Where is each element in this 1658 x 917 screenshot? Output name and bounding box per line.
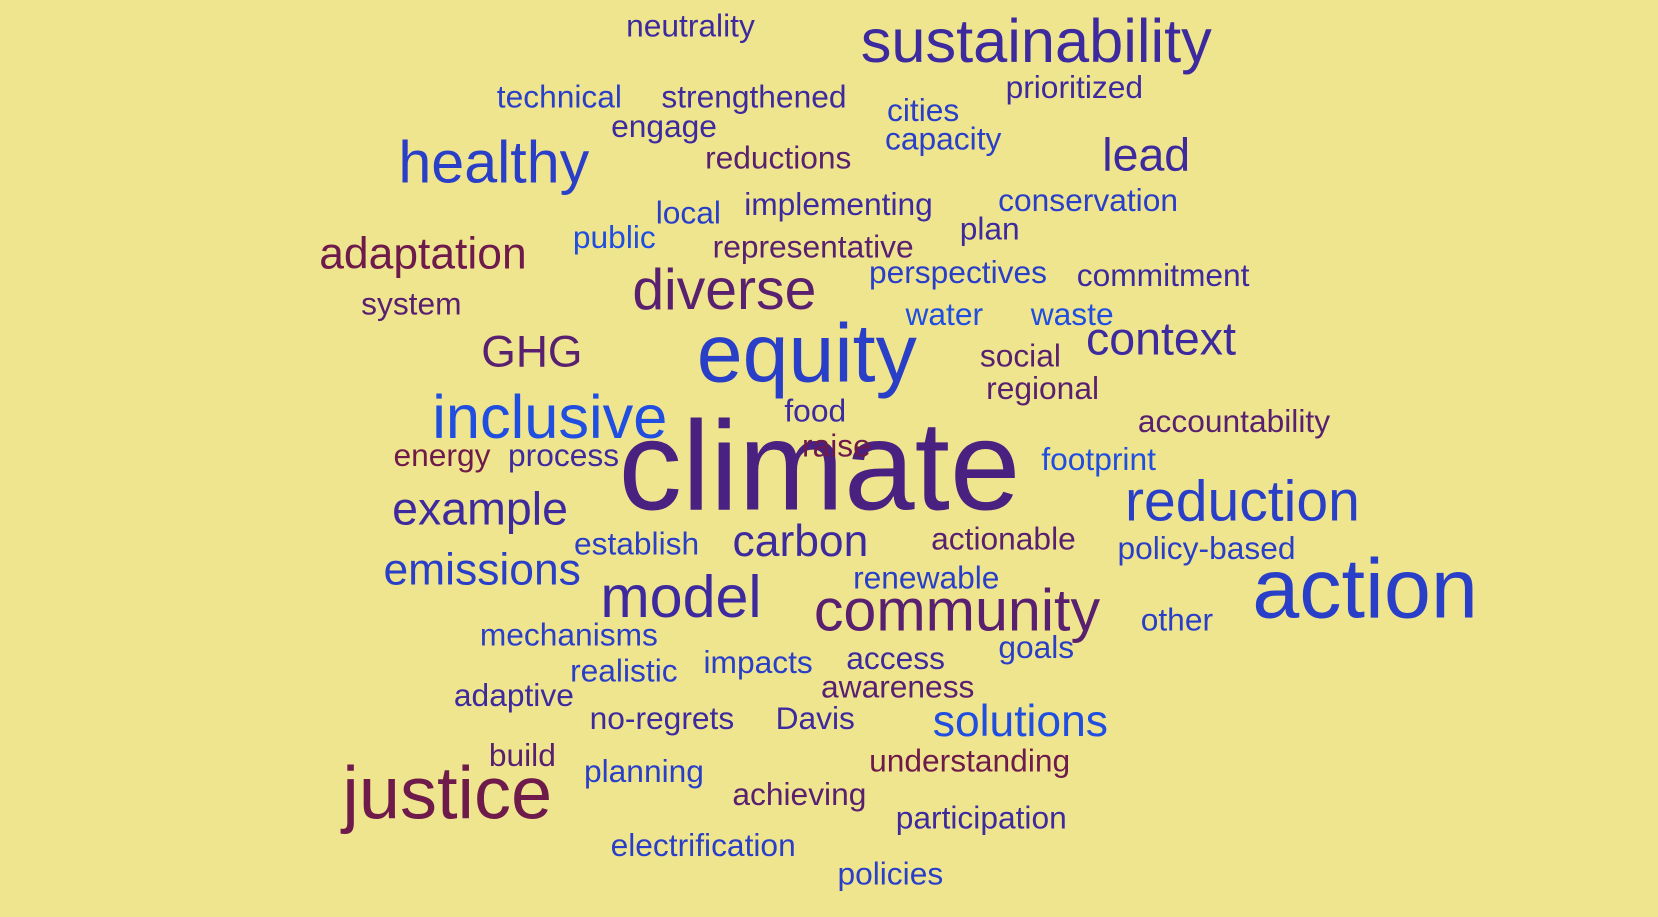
word: regional bbox=[986, 370, 1099, 406]
word: justice bbox=[340, 752, 552, 835]
word: raise bbox=[802, 427, 871, 463]
word: emissions bbox=[383, 546, 580, 595]
word: engage bbox=[611, 108, 717, 144]
word: renewable bbox=[853, 559, 999, 595]
word: strengthened bbox=[661, 78, 846, 114]
word: context bbox=[1086, 312, 1236, 364]
word: achieving bbox=[732, 776, 866, 812]
word: example bbox=[392, 483, 568, 535]
word: water bbox=[904, 296, 983, 332]
word: actionable bbox=[931, 520, 1076, 556]
word: conservation bbox=[998, 182, 1178, 218]
word: commitment bbox=[1077, 257, 1250, 293]
word: no-regrets bbox=[590, 700, 735, 736]
word: cities bbox=[887, 92, 959, 128]
word: implementing bbox=[744, 186, 933, 222]
word: perspectives bbox=[869, 254, 1047, 290]
word: awareness bbox=[821, 668, 974, 704]
word: process bbox=[508, 437, 619, 473]
word: footprint bbox=[1041, 441, 1156, 477]
word: solutions bbox=[933, 697, 1108, 746]
word: social bbox=[980, 337, 1061, 373]
word: access bbox=[846, 640, 945, 676]
word: sustainability bbox=[861, 6, 1212, 75]
word: GHG bbox=[481, 328, 582, 377]
word: build bbox=[489, 737, 556, 773]
word: lead bbox=[1102, 128, 1190, 180]
word: capacity bbox=[885, 121, 1001, 157]
word: policies bbox=[837, 856, 943, 892]
word: action bbox=[1252, 541, 1478, 636]
word: inclusive bbox=[432, 382, 667, 451]
word: model bbox=[600, 563, 761, 630]
word: establish bbox=[574, 526, 699, 562]
word: participation bbox=[896, 799, 1067, 835]
word: carbon bbox=[733, 517, 869, 566]
word: system bbox=[361, 286, 461, 322]
word: Davis bbox=[776, 700, 855, 736]
word: local bbox=[656, 195, 721, 231]
word: reductions bbox=[705, 140, 851, 176]
word: plan bbox=[960, 211, 1020, 247]
word: adaptive bbox=[454, 677, 574, 713]
word: realistic bbox=[570, 653, 678, 689]
word: mechanisms bbox=[480, 617, 658, 653]
word: food bbox=[784, 392, 846, 428]
word: planning bbox=[584, 753, 704, 789]
word: policy-based bbox=[1117, 530, 1295, 566]
word: public bbox=[573, 219, 656, 255]
word: waste bbox=[1030, 296, 1114, 332]
word: equity bbox=[697, 307, 918, 399]
word: understanding bbox=[869, 742, 1070, 778]
word: healthy bbox=[398, 128, 589, 195]
word: accountability bbox=[1138, 403, 1330, 439]
word: goals bbox=[998, 629, 1074, 665]
word: community bbox=[814, 577, 1101, 644]
word: impacts bbox=[704, 644, 813, 680]
word: diverse bbox=[632, 258, 816, 322]
word: technical bbox=[497, 78, 622, 114]
word: reduction bbox=[1125, 469, 1360, 533]
word: prioritized bbox=[1006, 69, 1144, 105]
word: energy bbox=[394, 437, 491, 473]
word: climate bbox=[619, 394, 1021, 536]
word: electrification bbox=[611, 827, 796, 863]
word: adaptation bbox=[319, 229, 526, 278]
word: other bbox=[1141, 602, 1214, 638]
word: representative bbox=[713, 228, 914, 264]
word: neutrality bbox=[626, 7, 755, 43]
